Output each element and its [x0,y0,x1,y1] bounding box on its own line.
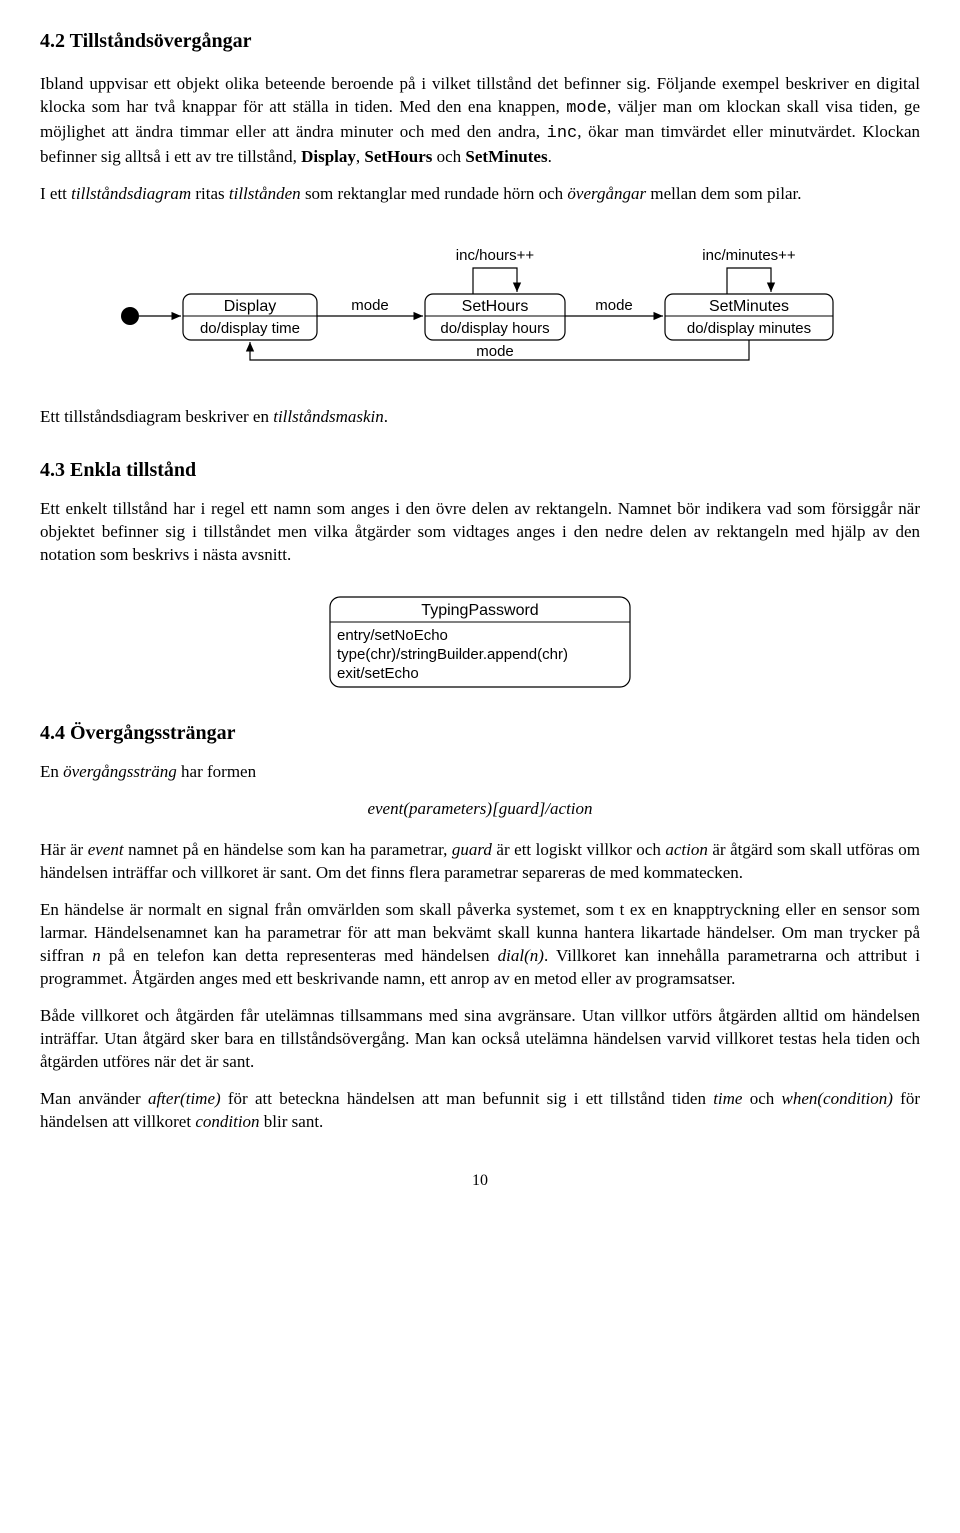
bold-text: Display [301,147,356,166]
italic-text: tillståndsmaskin [273,407,384,426]
italic-text: dial(n) [498,946,544,965]
initial-state-node [121,307,139,325]
italic-text: action [665,840,708,859]
edge-label: mode [351,297,389,314]
italic-text: övergångar [567,184,646,203]
text: En [40,762,63,781]
heading-4-4: 4.4 Övergångssträngar [40,720,920,747]
text: Man använder [40,1089,148,1108]
italic-text: tillstånden [229,184,301,203]
italic-text: when(condition) [782,1089,893,1108]
state-title: Display [224,298,276,315]
text: och [742,1089,781,1108]
text: namnet på en händelse som kan ha paramet… [124,840,452,859]
heading-4-2: 4.2 Tillståndsövergångar [40,28,920,55]
text: I ett [40,184,71,203]
state-title: TypingPassword [421,602,538,619]
page-number: 10 [40,1170,920,1192]
text: som rektanglar med rundade hörn och [301,184,568,203]
formula-text: event(parameters)[guard]/action [367,799,592,818]
italic-text: övergångssträng [63,762,177,781]
text: är ett logiskt villkor och [492,840,665,859]
text: har formen [177,762,256,781]
bold-text: SetHours [364,147,432,166]
edge-label: mode [595,297,633,314]
paragraph: En händelse är normalt en signal från om… [40,899,920,991]
text: blir sant. [260,1112,324,1131]
code-text: inc [547,124,578,143]
heading-4-3: 4.3 Enkla tillstånd [40,457,920,484]
paragraph: Här är event namnet på en händelse som k… [40,839,920,885]
paragraph: Både villkoret och åtgärden får utelämna… [40,1005,920,1074]
italic-text: tillståndsdiagram [71,184,191,203]
edge-label: mode [476,343,514,360]
text: och [432,147,465,166]
code-text: mode [566,99,607,118]
text: Ett tillståndsdiagram beskriver en [40,407,273,426]
text: . [548,147,552,166]
italic-text: after(time) [148,1089,221,1108]
edge-sethours-self [473,268,517,294]
state-sub: do/display minutes [687,320,811,337]
edge-label: inc/hours++ [456,247,535,264]
text: för att beteckna händelsen att man befun… [221,1089,714,1108]
state-sub: do/display hours [440,320,549,337]
text: Här är [40,840,88,859]
italic-text: time [713,1089,742,1108]
paragraph: En övergångssträng har formen [40,761,920,784]
text: . [384,407,388,426]
paragraph: I ett tillståndsdiagram ritas tillstånde… [40,183,920,206]
paragraph: Ibland uppvisar ett objekt olika beteend… [40,73,920,169]
state-line: entry/setNoEcho [337,627,448,644]
paragraph: Man använder after(time) för att beteckn… [40,1088,920,1134]
text: ritas [191,184,229,203]
paragraph: Ett tillståndsdiagram beskriver en tills… [40,406,920,429]
state-diagram-clock: Display do/display time mode SetHours do… [40,232,920,382]
state-diagram-typing-password: TypingPassword entry/setNoEcho type(chr)… [40,592,920,692]
state-sub: do/display time [200,320,300,337]
state-line: exit/setEcho [337,665,419,682]
edge-label: inc/minutes++ [702,247,796,264]
italic-text: guard [452,840,492,859]
text: mellan dem som pilar. [646,184,801,203]
state-title: SetMinutes [709,298,789,315]
state-title: SetHours [462,298,529,315]
paragraph: Ett enkelt tillstånd har i regel ett nam… [40,498,920,567]
italic-text: event [88,840,124,859]
formula: event(parameters)[guard]/action [40,798,920,821]
italic-text: n [92,946,101,965]
edge-setminutes-self [727,268,771,294]
text: på en telefon kan detta representeras me… [101,946,498,965]
italic-text: condition [195,1112,259,1131]
state-line: type(chr)/stringBuilder.append(chr) [337,646,568,663]
bold-text: SetMinutes [465,147,547,166]
